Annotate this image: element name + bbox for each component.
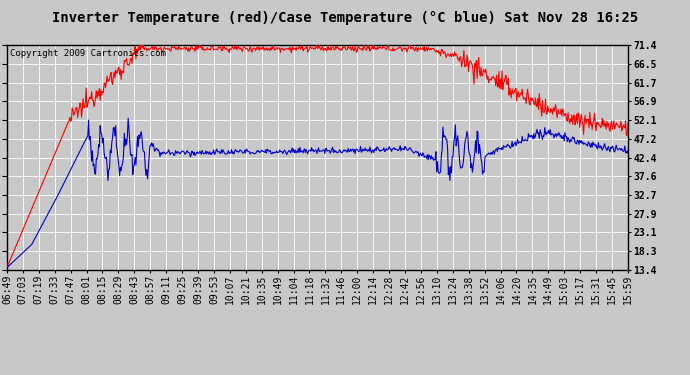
Text: Inverter Temperature (red)/Case Temperature (°C blue) Sat Nov 28 16:25: Inverter Temperature (red)/Case Temperat…: [52, 11, 638, 25]
Text: Copyright 2009 Cartronics.com: Copyright 2009 Cartronics.com: [10, 50, 166, 58]
